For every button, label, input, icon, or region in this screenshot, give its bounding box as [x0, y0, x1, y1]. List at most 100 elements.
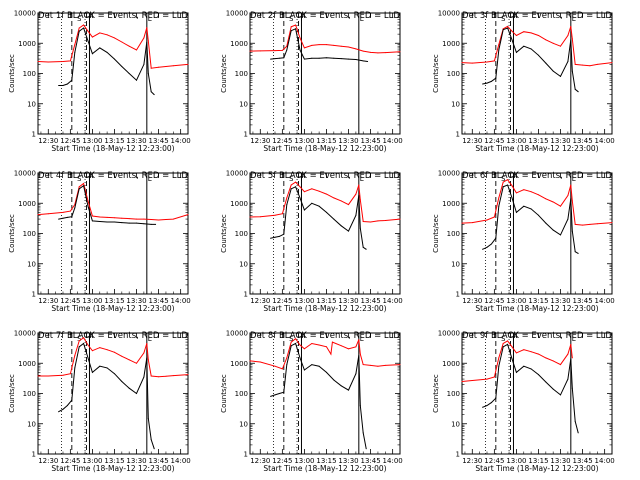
data-point-events: [136, 79, 137, 81]
data-point-lld: [87, 200, 89, 202]
x-tick-label: 13:45: [360, 297, 380, 305]
x-tick-label: 13:45: [360, 457, 380, 465]
marker-letter-s: S: [77, 335, 82, 343]
data-point-events: [283, 57, 285, 59]
x-tick-label: 13:30: [550, 297, 570, 305]
data-point-events: [155, 223, 157, 225]
data-point-lld: [128, 218, 130, 220]
data-point-events: [523, 205, 525, 207]
data-point-events: [567, 378, 569, 380]
detector-panel-5: Det 5f BLACK = Events, RED = LLD 1 10 100 10…: [220, 170, 403, 314]
data-point-events: [74, 51, 76, 53]
data-point-lld: [511, 30, 513, 32]
x-axis-label: Start Time (18-May-12 12:23:00): [263, 304, 386, 313]
data-point-events: [99, 365, 101, 367]
data-point-events: [78, 346, 80, 348]
panel-title: Det 2f BLACK = Events, RED = LLD: [250, 11, 400, 21]
x-tick-label: 12:30: [250, 297, 270, 305]
data-point-lld: [37, 214, 39, 216]
data-point-lld: [165, 66, 167, 67]
data-point-lld: [274, 50, 276, 52]
data-point-lld: [362, 221, 364, 222]
data-point-lld: [530, 191, 532, 193]
data-point-events: [295, 343, 297, 344]
data-point-events: [128, 222, 130, 224]
data-point-lld: [377, 220, 379, 222]
x-tick-label: 14:00: [171, 297, 191, 305]
data-point-lld: [370, 221, 372, 223]
data-point-events: [58, 218, 60, 220]
data-point-lld: [158, 376, 160, 378]
data-point-events: [507, 27, 509, 29]
data-point-events: [136, 393, 137, 394]
data-point-lld: [187, 214, 189, 216]
marker-letter-l: L: [572, 335, 576, 343]
data-point-events: [121, 381, 123, 382]
x-tick-label: 13:15: [316, 457, 336, 465]
data-point-lld: [136, 49, 137, 51]
plot-frame: [461, 172, 613, 295]
y-axis-label: Counts/sec: [8, 54, 16, 93]
data-point-lld: [274, 214, 276, 216]
panel-title: Det 3f BLACK = Events, RED = LLD: [462, 11, 612, 21]
data-point-lld: [596, 63, 598, 65]
data-point-lld: [299, 186, 301, 188]
y-axis-label: Counts/sec: [432, 374, 440, 413]
y-tick-label: 1: [456, 131, 460, 139]
data-point-lld: [299, 344, 301, 346]
data-point-lld: [399, 51, 401, 53]
data-point-events: [574, 88, 576, 90]
data-point-lld: [377, 365, 379, 367]
marker-letter-t: T: [510, 175, 516, 183]
data-point-lld: [333, 197, 335, 199]
data-point-events: [326, 371, 327, 373]
data-point-lld: [384, 220, 386, 221]
series-line-events: [58, 342, 155, 449]
marker-letter-s: S: [77, 15, 82, 23]
marker-letter-s: S: [501, 335, 506, 343]
data-point-lld: [326, 193, 327, 195]
data-point-lld: [571, 200, 573, 202]
data-point-lld: [249, 50, 251, 52]
data-point-events: [311, 57, 313, 59]
x-tick-label: 12:45: [272, 457, 292, 465]
data-point-lld: [281, 213, 283, 215]
data-point-events: [62, 408, 64, 410]
x-tick-label: 13:15: [528, 137, 548, 145]
x-tick-label: 12:30: [38, 137, 58, 145]
x-tick-label: 13:00: [506, 457, 526, 465]
y-tick-label: 1000: [18, 200, 36, 208]
x-tick-label: 12:30: [250, 137, 270, 145]
y-tick-label: 10: [239, 100, 248, 108]
data-point-events: [87, 357, 89, 359]
marker-letter-t: T: [510, 335, 516, 343]
data-point-lld: [47, 61, 49, 63]
x-tick-label: 13:45: [148, 137, 168, 145]
data-point-events: [91, 220, 93, 222]
y-tick-label: 100: [235, 390, 248, 398]
data-point-lld: [545, 198, 547, 200]
data-point-events: [146, 41, 148, 43]
data-point-events: [147, 73, 149, 74]
detector-panel-8: Det 8f BLACK = Events, RED = LLD 1 10 100 10…: [220, 330, 403, 474]
data-point-lld: [571, 357, 573, 359]
data-point-events: [106, 221, 108, 223]
data-point-events: [511, 358, 513, 360]
data-point-lld: [150, 67, 152, 69]
data-point-events: [560, 394, 561, 396]
data-point-lld: [502, 343, 504, 344]
data-point-lld: [538, 194, 539, 196]
x-tick-label: 14:00: [595, 297, 615, 305]
y-tick-label: 100: [23, 230, 36, 238]
data-point-events: [523, 365, 525, 367]
data-point-lld: [471, 222, 473, 224]
x-tick-label: 12:30: [462, 137, 482, 145]
plot-frame: [461, 12, 613, 135]
data-point-lld: [172, 375, 174, 377]
data-point-events: [299, 197, 301, 199]
data-point-events: [71, 216, 73, 218]
data-point-events: [530, 368, 532, 370]
data-point-events: [495, 77, 497, 79]
marker-letter-l: L: [360, 175, 364, 183]
